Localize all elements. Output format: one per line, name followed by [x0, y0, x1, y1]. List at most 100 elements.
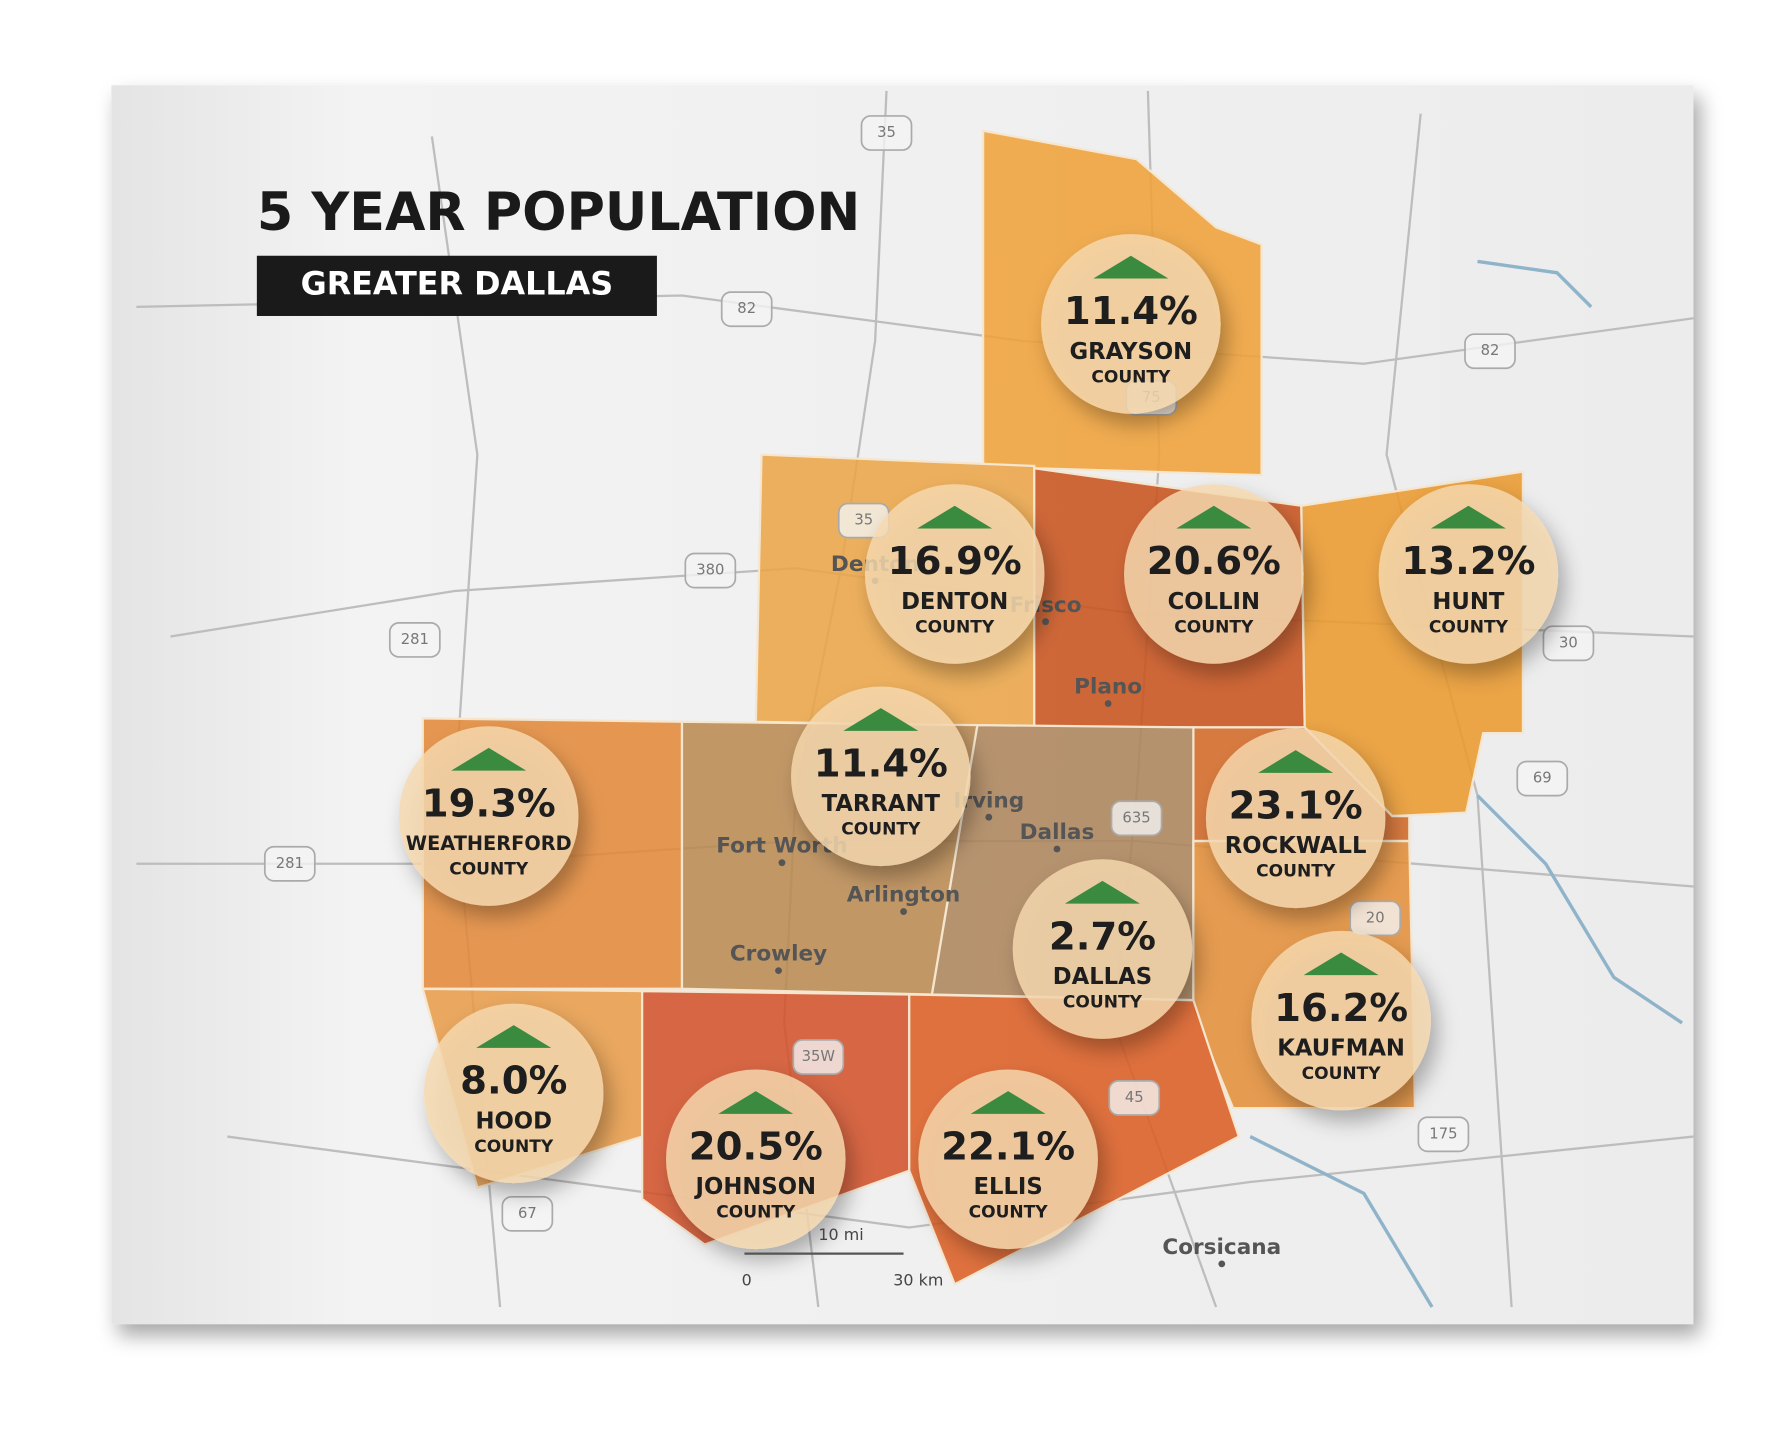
title: 5 YEAR POPULATION: [257, 182, 860, 243]
county-change: 20.5%: [689, 1125, 823, 1170]
county-name: COLLIN: [1168, 589, 1260, 615]
county-label: COUNTY: [1256, 862, 1336, 882]
highway-shield: [1542, 625, 1595, 662]
scale-zero: 0: [742, 1270, 752, 1289]
increase-arrow: [451, 747, 527, 771]
county-bubble: [791, 686, 971, 867]
county-change: 20.6%: [1147, 539, 1281, 584]
county-label: COUNTY: [841, 820, 921, 840]
county-name: GRAYSON: [1070, 339, 1193, 365]
rivers: [1249, 259, 1684, 1308]
highway-shield: [1417, 1116, 1470, 1153]
county-name: DENTON: [901, 589, 1008, 615]
county-change: 11.4%: [1064, 289, 1198, 334]
highway-number: 175: [1429, 1125, 1457, 1142]
increase-arrow: [917, 505, 993, 529]
increase-arrow: [1064, 880, 1140, 904]
county-name: TARRANT: [822, 791, 941, 817]
county-bubble: [1012, 859, 1193, 1039]
highway-number: 380: [696, 562, 724, 579]
county-label: COUNTY: [1429, 617, 1509, 637]
county-bubble: [864, 484, 1045, 664]
county-label: COUNTY: [969, 1203, 1049, 1223]
county-change: 22.1%: [941, 1125, 1075, 1170]
county-change: 11.4%: [814, 742, 948, 787]
county-name: HUNT: [1432, 589, 1504, 615]
county-name: HOOD: [475, 1108, 551, 1134]
county-bubble: [1124, 484, 1304, 664]
county-label: COUNTY: [915, 617, 995, 637]
county-name: ROCKWALL: [1225, 833, 1367, 859]
highway-number: 82: [737, 300, 756, 317]
highway-shield: [860, 115, 913, 151]
city-dot: [1042, 618, 1050, 626]
county-bubble: [1041, 234, 1221, 414]
county-bubble: [423, 1003, 604, 1184]
county-change: 2.7%: [1049, 914, 1156, 959]
city-label: Corsicana: [1162, 1235, 1281, 1260]
increase-arrow: [1258, 750, 1334, 773]
county-label: COUNTY: [1063, 992, 1143, 1012]
highway-shield: [1349, 900, 1402, 937]
subtitle-box: [256, 255, 657, 316]
county-bubble: [918, 1069, 1098, 1250]
county-change: 16.9%: [888, 539, 1022, 584]
highway-shield: [720, 291, 773, 328]
highway-shield: [684, 552, 737, 589]
increase-arrow: [1093, 255, 1169, 279]
city-dot: [900, 908, 907, 915]
highway-number: 35W: [802, 1048, 836, 1065]
highway-shield: [388, 621, 441, 658]
county-change: 13.2%: [1401, 539, 1535, 584]
city-label: Arlington: [847, 883, 960, 908]
highway-number: 30: [1559, 634, 1578, 651]
county-name: ELLIS: [973, 1174, 1042, 1200]
highway-number: 67: [518, 1205, 537, 1222]
highway-number: 45: [1125, 1089, 1144, 1106]
county-bubble: [398, 726, 579, 906]
county-name: WEATHERFORD: [406, 832, 572, 855]
highway-shield: [1110, 800, 1163, 837]
highway-number: 35: [854, 512, 873, 529]
scale-km: 30 km: [893, 1270, 943, 1289]
scale-miles: 10 mi: [818, 1225, 863, 1244]
county-bubble: [1205, 728, 1386, 909]
county-change: 23.1%: [1229, 784, 1363, 829]
city-dot: [985, 813, 993, 821]
city-dot: [775, 967, 782, 975]
highway-shield: [1516, 760, 1569, 797]
county-change: 19.3%: [422, 781, 556, 826]
increase-arrow: [843, 708, 919, 731]
increase-arrow: [476, 1025, 552, 1048]
highway-shield: [501, 1195, 554, 1232]
county-label: COUNTY: [716, 1203, 796, 1223]
county-name: DALLAS: [1053, 964, 1152, 990]
county-label: COUNTY: [1174, 617, 1254, 637]
city-label: Dallas: [1020, 820, 1095, 845]
highway-number: 281: [401, 631, 429, 648]
county-bubble: [666, 1069, 846, 1250]
highway-number: 281: [276, 855, 304, 872]
city-label: Crowley: [730, 942, 827, 967]
county-change: 16.2%: [1274, 986, 1408, 1031]
highway-shield: [1464, 333, 1516, 370]
county-label: COUNTY: [1091, 367, 1171, 387]
county-bubble: [1251, 930, 1431, 1111]
subtitle: GREATER DALLAS: [301, 264, 614, 302]
highway-shield: [1108, 1080, 1161, 1116]
county-label: COUNTY: [449, 859, 529, 879]
highway-shield: [263, 845, 316, 882]
county-name: JOHNSON: [694, 1174, 816, 1200]
county-change: 8.0%: [460, 1059, 567, 1104]
increase-arrow: [1303, 952, 1379, 976]
increase-arrow: [1176, 505, 1252, 529]
city-dot: [778, 859, 786, 867]
highway-shield: [792, 1039, 845, 1075]
county-name: KAUFMAN: [1277, 1036, 1405, 1062]
highway-number: 635: [1122, 809, 1150, 826]
city-label: Plano: [1074, 675, 1142, 700]
highway-number: 82: [1481, 342, 1500, 359]
city-dot: [1104, 700, 1112, 707]
